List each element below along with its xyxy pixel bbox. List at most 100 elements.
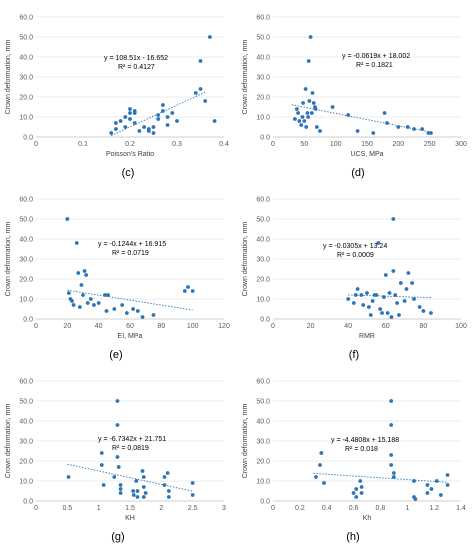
data-point (166, 495, 171, 499)
data-point (396, 125, 401, 129)
data-point (96, 301, 101, 305)
data-point (351, 491, 356, 495)
data-point (395, 301, 399, 305)
x-tick-label: 2 (159, 505, 163, 512)
data-point (306, 59, 311, 63)
x-tick-label: 0.1 (78, 141, 88, 148)
data-point (166, 489, 171, 493)
y-tick-label: 30.0 (19, 257, 33, 264)
y-tick-label: 10.0 (256, 115, 270, 122)
data-point (77, 305, 82, 309)
data-point (118, 491, 123, 495)
data-point (366, 305, 371, 309)
y-tick-label: 20.0 (19, 277, 33, 284)
panel-letter: (h) (346, 531, 360, 543)
y-tick-label: 10.0 (19, 297, 33, 304)
data-point (393, 293, 398, 297)
chart-panel-g: 0.0 10.0 20.0 30.0 40.0 50.0 60.0 0 0.5 1 1.5 2 2.5 3… (5, 379, 226, 523)
data-point (146, 129, 151, 133)
trendline-equation: y = -4.4808x + 15.188 (331, 437, 399, 444)
x-tick-label: 0.2 (125, 141, 135, 148)
data-point (376, 241, 381, 245)
data-point (385, 311, 390, 315)
data-point (114, 127, 118, 131)
data-point (359, 491, 364, 495)
data-point (389, 453, 394, 457)
panel-letter: (g) (111, 531, 125, 543)
data-point (368, 313, 373, 317)
data-point (302, 119, 307, 123)
data-point (65, 217, 70, 221)
y-tick-label: 40.0 (256, 55, 270, 62)
r-squared-label: R² = 0.0819 (112, 445, 149, 452)
r-squared-label: R² = 0.1821 (356, 62, 393, 69)
data-point (123, 125, 128, 129)
data-point (319, 451, 324, 455)
trendline-equation: y = -6.7342x + 21.751 (98, 436, 166, 443)
x-tick-label: 300 (455, 141, 467, 148)
x-tick-label: 0.8 (376, 505, 386, 512)
y-tick-label: 50.0 (256, 35, 270, 42)
data-point (351, 301, 356, 305)
data-point (322, 481, 326, 485)
x-tick-label: 80 (157, 323, 165, 330)
chart-panel-f: 0.0 10.0 20.0 30.0 40.0 50.0 60.0 0 20 40 60 80 100 R… (242, 197, 467, 341)
trendline (291, 104, 433, 134)
data-point (420, 127, 425, 131)
data-point (137, 129, 142, 133)
trendline-equation: y = -0.0619x + 18.002 (342, 53, 410, 60)
x-tick-label: 0.2 (295, 505, 305, 512)
data-point (346, 113, 351, 117)
data-point (391, 217, 396, 221)
data-point (141, 495, 146, 499)
y-tick-label: 30.0 (19, 75, 33, 82)
y-tick-label: 30.0 (256, 257, 270, 264)
data-point (382, 111, 387, 115)
data-point (445, 483, 450, 487)
data-point (66, 475, 71, 479)
data-point (355, 287, 360, 291)
data-point (190, 493, 195, 497)
data-point (389, 399, 394, 403)
y-tick-label: 20.0 (19, 459, 33, 466)
y-tick-label: 10.0 (19, 115, 33, 122)
data-point (383, 273, 388, 277)
y-tick-label: 60.0 (256, 379, 270, 386)
data-point (404, 287, 409, 291)
data-point (115, 399, 120, 403)
x-axis-title: RMR (359, 333, 375, 340)
chart-panel-e: 0.0 10.0 20.0 30.0 40.0 50.0 60.0 0 20 40 60 80 100 1… (5, 197, 230, 341)
data-point (142, 125, 147, 129)
data-point (79, 283, 84, 287)
y-tick-label: 30.0 (19, 439, 33, 446)
data-point (101, 483, 106, 487)
data-point (412, 297, 416, 301)
y-tick-label: 0.0 (260, 135, 270, 142)
data-point (67, 291, 71, 295)
data-point (82, 269, 87, 273)
data-point (162, 475, 167, 479)
x-tick-label: 20 (307, 323, 315, 330)
x-tick-label: 1.2 (429, 505, 439, 512)
x-tick-label: 40 (95, 323, 103, 330)
data-point (434, 479, 439, 483)
data-point (140, 315, 145, 319)
data-point (128, 107, 132, 111)
data-point (182, 289, 187, 293)
data-point (355, 129, 360, 133)
x-axis-title: KH (125, 515, 135, 522)
x-tick-label: 0.6 (349, 505, 359, 512)
x-tick-label: 2.5 (188, 505, 198, 512)
data-point (118, 483, 123, 487)
data-point (104, 309, 109, 313)
x-tick-label: 200 (392, 141, 404, 148)
y-tick-label: 20.0 (256, 277, 270, 284)
data-point (308, 35, 313, 39)
data-point (118, 119, 123, 123)
data-point (99, 451, 104, 455)
data-point (140, 469, 145, 473)
data-point (387, 291, 392, 295)
data-point (299, 123, 304, 127)
data-point (198, 59, 203, 63)
data-point (370, 299, 375, 303)
